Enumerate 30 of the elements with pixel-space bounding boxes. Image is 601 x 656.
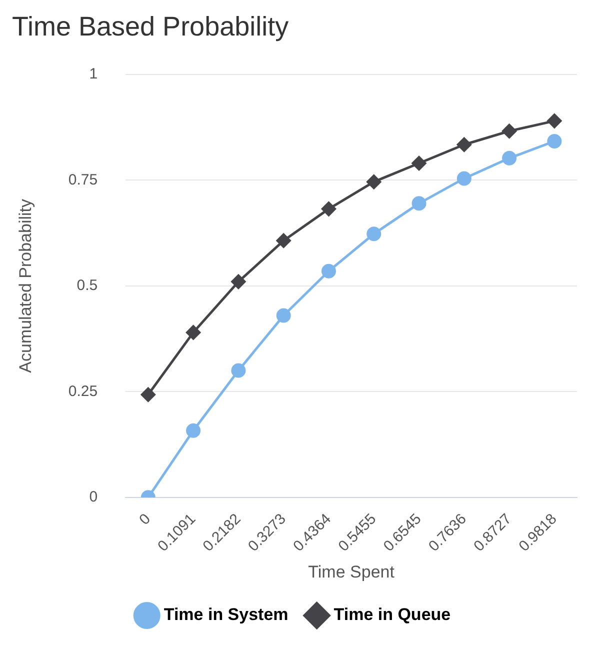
point — [366, 174, 382, 190]
point — [412, 156, 426, 170]
legend-label: Time in Queue — [334, 605, 451, 624]
point — [231, 363, 246, 378]
point — [412, 196, 426, 211]
point — [276, 233, 291, 248]
x-axis-title: Time Spent — [308, 562, 395, 582]
point — [186, 423, 201, 438]
point — [321, 202, 336, 216]
point — [186, 325, 201, 340]
point — [547, 134, 562, 148]
point — [456, 171, 472, 186]
legend-label: Time in System — [164, 605, 288, 624]
x-tick-label: 0 — [136, 510, 154, 528]
y-tick-label: 0.25 — [68, 382, 98, 400]
point — [502, 124, 517, 138]
point — [231, 274, 246, 289]
y-tick-label: 0.75 — [68, 171, 98, 188]
point — [366, 226, 382, 242]
point — [276, 308, 291, 323]
point — [547, 114, 562, 128]
y-tick-label: 0.5 — [76, 277, 98, 294]
chart-title: Time Based Probability — [12, 12, 290, 42]
y-axis-title: Acumulated Probability — [16, 198, 35, 373]
point — [140, 387, 156, 402]
point — [321, 264, 336, 278]
point — [502, 150, 517, 166]
y-tick-label: 0 — [89, 488, 98, 506]
y-tick-label: 1 — [89, 66, 98, 83]
point — [456, 137, 472, 152]
